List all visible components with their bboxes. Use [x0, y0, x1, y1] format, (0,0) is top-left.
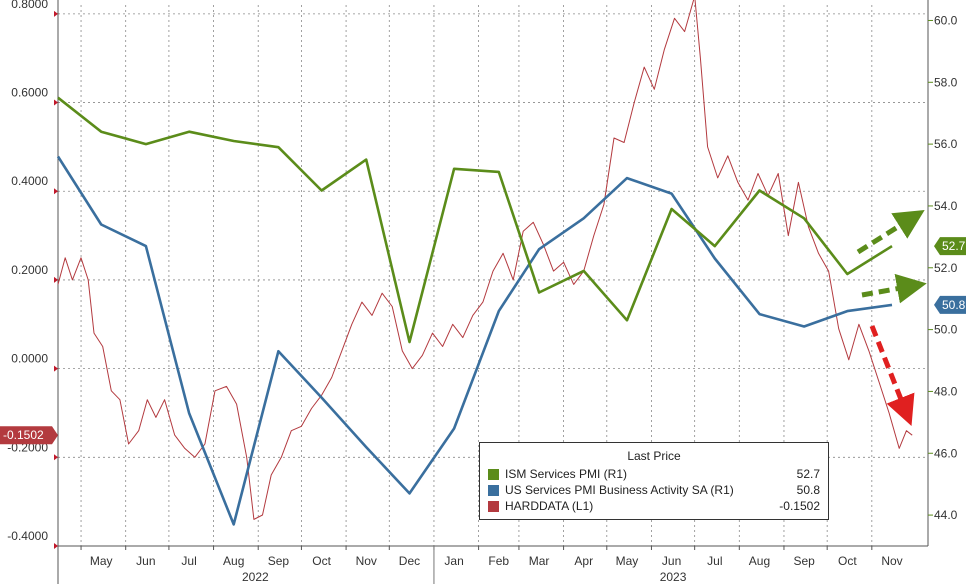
right-tick-label: 56.0	[934, 137, 958, 151]
last-value-tag-bg	[0, 426, 58, 445]
left-tick-mark	[54, 188, 58, 195]
left-tick-label: 0.4000	[11, 174, 48, 188]
right-tick-label: 52.0	[934, 261, 958, 275]
us-pmi-trend-arrow	[861, 273, 927, 304]
legend-entry-value: 52.7	[796, 467, 820, 481]
year-label: 2023	[660, 570, 687, 584]
series-line-0	[57, 96, 893, 344]
legend-entry-ism: ISM Services PMI (R1) 52.7	[488, 466, 820, 482]
x-tick-label: Nov	[881, 554, 902, 568]
ism-trend-arrow	[856, 210, 925, 255]
legend-swatch	[488, 484, 499, 496]
x-tick-label: Feb	[488, 554, 509, 568]
x-tick-label: Mar	[529, 554, 550, 568]
x-tick-label: Aug	[749, 554, 770, 568]
year-label: 2022	[242, 570, 269, 584]
right-tick-label: 54.0	[934, 199, 958, 213]
x-tick-label: Sep	[793, 554, 815, 568]
left-axis: 0.80000.60000.40000.20000.0000-0.2000-0.…	[7, 0, 59, 584]
right-tick-label: 44.0	[934, 508, 958, 522]
x-tick-label: Jul	[181, 554, 196, 568]
trend-arrows	[856, 210, 927, 426]
right-tick-label: 60.0	[934, 13, 958, 27]
last-value-tag: -0.1502	[3, 428, 44, 442]
legend-entry-value: 50.8	[796, 483, 820, 497]
legend-entry-harddata: HARDDATA (L1) -0.1502	[488, 498, 820, 514]
legend-entry-us-pmi: US Services PMI Business Activity SA (R1…	[488, 482, 820, 498]
legend-entry-name: ISM Services PMI (R1)	[505, 467, 628, 481]
x-axis: May Jun Jul Aug Sep Oct Nov Dec Jan Feb Mar Apr May J…	[58, 545, 928, 584]
x-tick-label: Aug	[223, 554, 244, 568]
right-tick-label: 46.0	[934, 446, 958, 460]
x-tick-label: Oct	[838, 554, 857, 568]
left-tick-mark	[54, 276, 58, 283]
x-tick-label: Oct	[312, 554, 331, 568]
x-tick-label: Jun	[662, 554, 681, 568]
legend-swatch	[488, 500, 499, 512]
series-lines	[56, 0, 913, 526]
right-axis: 60.0 58.0 56.0 54.0 52.0 50.0 48.0 46.0 44.0	[927, 0, 958, 546]
left-tick-label: 0.6000	[11, 86, 48, 100]
legend-swatch	[488, 468, 499, 480]
left-tick-label: 0.8000	[11, 0, 48, 11]
x-tick-label: Jan	[444, 554, 463, 568]
x-tick-label: Jun	[136, 554, 155, 568]
last-value-tag: 52.7	[942, 239, 966, 253]
legend-entry-name: HARDDATA (L1)	[505, 499, 594, 513]
x-tick-label: May	[90, 554, 113, 568]
legend: Last Price ISM Services PMI (R1) 52.7 US…	[479, 442, 829, 520]
right-tick-label: 58.0	[934, 75, 958, 89]
legend-entry-name: US Services PMI Business Activity SA (R1…	[505, 483, 734, 497]
x-tick-label: Jul	[707, 554, 722, 568]
left-tick-mark	[54, 10, 58, 17]
series-line-2	[57, 0, 913, 520]
left-tick-mark	[54, 365, 58, 372]
series-line-1	[56, 155, 893, 526]
last-value-tag: 50.8	[942, 298, 966, 312]
x-tick-label: Dec	[399, 554, 420, 568]
left-tick-label: -0.4000	[7, 529, 48, 543]
x-tick-label: Sep	[268, 554, 290, 568]
last-value-tag-bg	[934, 237, 966, 256]
left-tick-mark	[54, 543, 58, 549]
left-tick-mark	[54, 99, 58, 106]
left-tick-mark	[54, 454, 58, 461]
x-tick-label: Apr	[574, 554, 593, 568]
x-tick-label: Nov	[356, 554, 377, 568]
legend-entry-value: -0.1502	[779, 499, 820, 513]
harddata-trend-arrow	[869, 325, 915, 426]
left-tick-label: 0.0000	[11, 352, 48, 366]
last-value-tags: 52.7 50.8 -0.1502	[0, 237, 966, 445]
right-tick-label: 48.0	[934, 384, 958, 398]
right-tick-label: 50.0	[934, 323, 958, 337]
left-tick-label: 0.2000	[11, 263, 48, 277]
last-value-tag-bg	[934, 295, 966, 314]
x-tick-label: May	[616, 554, 639, 568]
legend-title: Last Price	[627, 449, 681, 463]
